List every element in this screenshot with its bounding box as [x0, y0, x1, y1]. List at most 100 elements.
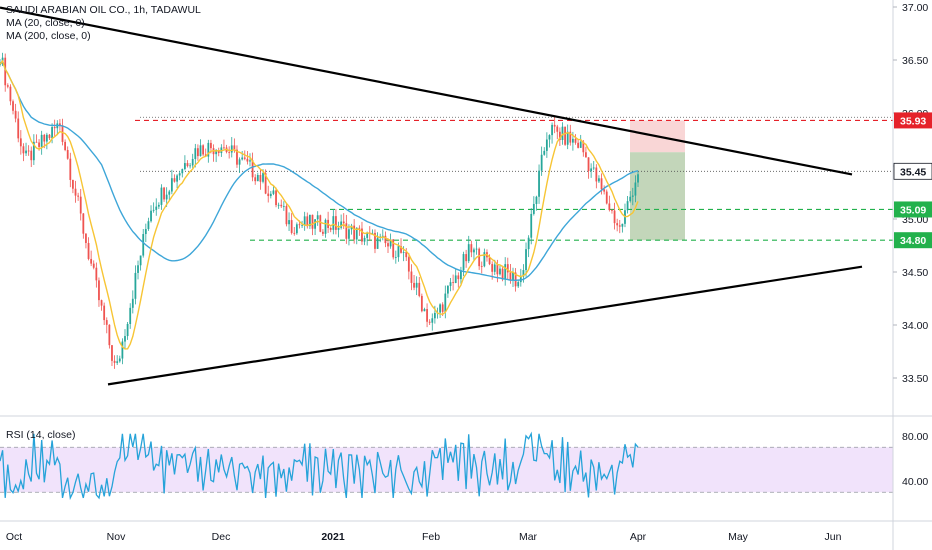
- candle-body: [19, 138, 22, 147]
- candle-body: [402, 252, 405, 253]
- candle-body: [371, 232, 374, 234]
- candle-body: [467, 244, 470, 262]
- rsi-tick-label: 80.00: [902, 431, 928, 443]
- candle-body: [363, 237, 366, 242]
- rsi-tick-label: 40.00: [902, 476, 928, 488]
- candle-body: [111, 345, 113, 361]
- candle-body: [517, 282, 520, 287]
- candle-body: [191, 158, 194, 166]
- candle-body: [293, 232, 296, 234]
- candle-body: [228, 152, 231, 153]
- candle-body: [22, 146, 25, 154]
- candle-body: [345, 223, 348, 239]
- candle-body: [207, 142, 210, 157]
- candle-body: [413, 282, 415, 288]
- candle-body: [264, 173, 267, 194]
- candle-body: [605, 191, 608, 204]
- candle-body: [277, 204, 280, 206]
- candle-body: [441, 304, 444, 312]
- rsi-line: [0, 431, 639, 501]
- candle-body: [353, 225, 356, 240]
- candle-body: [249, 160, 251, 162]
- candle-body: [116, 361, 119, 363]
- candle-body: [168, 191, 171, 195]
- candle-body: [181, 169, 184, 174]
- candle-body: [35, 141, 38, 143]
- candle-body: [551, 124, 553, 136]
- candle-body: [348, 229, 350, 239]
- candle-body: [108, 324, 111, 346]
- candle-body: [319, 215, 322, 232]
- candle-body: [561, 126, 564, 141]
- candle-body: [126, 324, 129, 337]
- candle-body: [530, 213, 533, 238]
- time-tick-label: Apr: [630, 531, 647, 543]
- candle-body: [32, 141, 35, 161]
- candle-body: [418, 282, 421, 296]
- trendlines[interactable]: [0, 6, 863, 386]
- candle-body: [420, 295, 423, 312]
- candle-body: [394, 257, 397, 258]
- candle-body: [131, 298, 134, 308]
- candle-body: [246, 158, 249, 162]
- candle-body: [173, 178, 176, 182]
- candle-body: [142, 234, 145, 256]
- candle-body: [137, 265, 139, 273]
- candle-body: [230, 145, 233, 153]
- candle-body: [243, 157, 246, 159]
- candle-body: [407, 257, 410, 272]
- candle-body: [150, 210, 152, 222]
- candle-body: [538, 170, 540, 197]
- candle-body: [496, 264, 499, 275]
- candle-body: [178, 173, 181, 176]
- ma20-legend[interactable]: MA (20, close, 0): [6, 17, 85, 29]
- candle-body: [637, 174, 639, 183]
- candle-body: [598, 178, 600, 182]
- time-tick-label: Nov: [107, 531, 126, 543]
- rsi-legend[interactable]: RSI (14, close): [6, 429, 76, 441]
- candles: [0, 52, 639, 369]
- candle-body: [592, 167, 595, 169]
- symbol-title[interactable]: SAUDI ARABIAN OIL CO., 1h, TADAWUL: [6, 4, 201, 16]
- candle-body: [40, 134, 43, 147]
- candle-body: [329, 227, 332, 230]
- candle-body: [155, 206, 158, 210]
- candle-body: [38, 142, 40, 147]
- candle-body: [483, 252, 486, 267]
- candle-body: [535, 196, 538, 204]
- candle-body: [389, 239, 392, 247]
- horizontal-levels[interactable]: [135, 116, 893, 241]
- candle-body: [298, 224, 301, 226]
- candle-body: [176, 175, 178, 182]
- candle-body: [410, 271, 413, 283]
- price-tick-label: 37.00: [902, 2, 928, 14]
- candle-body: [512, 272, 514, 281]
- price-tag-label: 35.09: [900, 204, 926, 216]
- candle-body: [275, 190, 277, 206]
- candle-body: [616, 223, 619, 226]
- candle-body: [79, 196, 82, 214]
- time-tick-label: Feb: [422, 531, 440, 543]
- candle-body: [374, 232, 376, 249]
- candle-body: [322, 231, 324, 234]
- candle-body: [223, 147, 225, 149]
- ma200-legend[interactable]: MA (200, close, 0): [6, 30, 91, 42]
- time-tick-label: Mar: [519, 531, 538, 543]
- candle-body: [189, 165, 191, 167]
- candle-body: [280, 204, 283, 207]
- candle-body: [103, 305, 106, 321]
- candle-body: [4, 57, 7, 86]
- candle-body: [82, 213, 85, 234]
- target-zone: [630, 152, 685, 241]
- price-tag-box: [893, 162, 932, 180]
- candle-body: [64, 141, 67, 151]
- candle-body: [376, 237, 379, 249]
- candle-body: [77, 195, 80, 197]
- time-tick-label: Jun: [825, 531, 842, 543]
- candle-body: [439, 304, 441, 313]
- candle-body: [14, 110, 17, 119]
- candle-body: [147, 221, 150, 230]
- candle-body: [186, 163, 189, 167]
- position-box[interactable]: [630, 120, 685, 241]
